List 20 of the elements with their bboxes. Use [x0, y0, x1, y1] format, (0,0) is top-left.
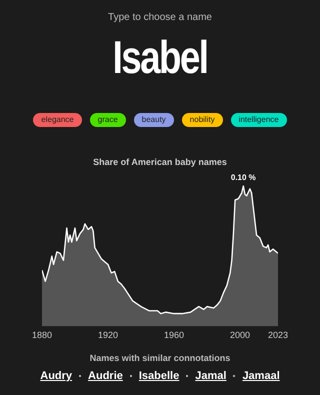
text: Audry [40, 370, 72, 382]
text: Share of American baby names [92, 157, 228, 167]
chart-subtitle: Type to choose a name [107, 12, 213, 23]
x-tick-label: 2000 [230, 330, 250, 340]
text: Jamaal [242, 370, 280, 382]
text: beauty [134, 113, 174, 127]
text: nobility [182, 113, 223, 127]
x-tick-label: 1920 [98, 330, 118, 340]
x-tick-label: 1960 [164, 330, 184, 340]
annotation: 0.10 % [230, 173, 256, 182]
text: Isabelle [138, 370, 180, 382]
text: Names with similar connotations [88, 353, 232, 363]
text: Audrie [88, 370, 123, 382]
x-tick-label: 1880 [32, 330, 52, 340]
text: grace [90, 113, 126, 127]
text: Jamal [195, 370, 226, 382]
x-tick-label: 2023 [268, 330, 288, 340]
chart-title: Isabel [112, 30, 208, 84]
text: elegance [33, 113, 82, 127]
text: intelligence [230, 113, 287, 127]
